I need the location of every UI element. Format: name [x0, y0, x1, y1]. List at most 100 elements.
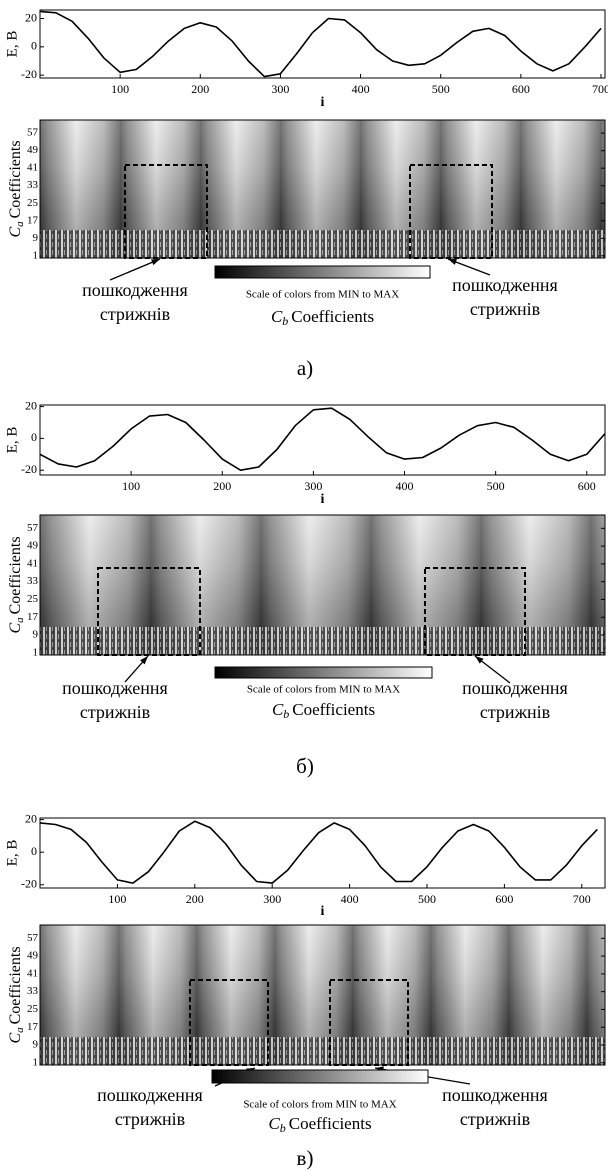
subscript: a [14, 617, 26, 623]
panel-label: в) [297, 1146, 314, 1170]
colorbar-caption: Scale of colors from MIN to MAX [246, 289, 399, 301]
y-tick-label: 33 [27, 179, 39, 191]
x-tick-label: 100 [111, 82, 129, 96]
symbol: C [271, 307, 283, 326]
symbol: C [272, 700, 284, 719]
x-tick-label: 600 [578, 479, 596, 493]
symbol: C [7, 227, 24, 238]
panel-label: а) [297, 356, 313, 380]
heatmap-noise [40, 1037, 605, 1065]
x-axis-label: i [321, 95, 325, 110]
y-tick-label: 25 [27, 593, 39, 605]
signal-line [39, 407, 606, 471]
y-axis-label: E, B [4, 427, 20, 454]
damage-box [189, 979, 269, 1066]
y-tick-label: 9 [33, 1039, 39, 1051]
x-tick-label: 200 [191, 82, 209, 96]
annotation: пошкодження [82, 280, 188, 300]
panel-label: б) [296, 754, 314, 778]
y-axis-label: Ca Coefficients [7, 946, 26, 1043]
y-tick-label: 33 [27, 575, 39, 587]
y-tick-label: 1 [33, 249, 39, 261]
annotation: пошкодження [62, 678, 168, 698]
label: Coefficients [7, 536, 24, 614]
heatmap-frame [39, 514, 606, 656]
symbol: C [268, 1114, 280, 1133]
label: Coefficients [292, 700, 375, 719]
y-tick-label: 57 [27, 932, 39, 944]
subscript: b [282, 314, 288, 328]
x-tick-label: 200 [186, 892, 204, 906]
y-tick-label: 20 [25, 10, 37, 24]
y-tick-label: 17 [27, 214, 39, 226]
symbol: C [7, 1033, 24, 1044]
y-tick-label: 20 [25, 398, 37, 412]
arrow-head [448, 259, 457, 265]
annotation: пошкодження [452, 275, 558, 295]
y-tick-label: 1 [33, 1056, 39, 1068]
arrow-head [475, 656, 484, 664]
y-tick-label: 41 [27, 967, 38, 979]
y-tick-label: 41 [27, 162, 38, 174]
arrow-shaft [109, 258, 161, 281]
annotation: стрижнів [480, 702, 550, 722]
damage-box [329, 979, 409, 1066]
x-tick-label: 400 [352, 82, 370, 96]
x-axis-label: i [321, 904, 325, 919]
colorbar-caption: Scale of colors from MIN to MAX [243, 1099, 396, 1111]
damage-box [424, 567, 526, 656]
x-tick-label: 300 [263, 892, 281, 906]
y-tick-label: 49 [27, 144, 39, 156]
colorbar [214, 666, 433, 679]
colorbar-label: Cb Coefficients [268, 1114, 371, 1135]
y-tick-label: 25 [27, 1003, 39, 1015]
annotation: пошкодження [442, 1085, 548, 1105]
heatmap-frame [39, 119, 606, 259]
y-tick-label: 49 [27, 950, 39, 962]
annotation: стрижнів [460, 1109, 530, 1129]
symbol: C [7, 623, 24, 634]
y-tick-label: 9 [33, 629, 39, 641]
y-tick-label: 25 [27, 197, 39, 209]
plot-frame [39, 817, 606, 889]
annotation: стрижнів [80, 702, 150, 722]
annotation: стрижнів [100, 304, 170, 324]
y-tick-label: 33 [27, 985, 39, 997]
colorbar-caption: Scale of colors from MIN to MAX [247, 684, 400, 696]
x-tick-label: 500 [487, 479, 505, 493]
y-axis-label: E, B [4, 31, 20, 58]
label: Coefficients [291, 307, 374, 326]
y-axis-label: Ca Coefficients [7, 536, 26, 633]
label: Coefficients [289, 1114, 372, 1133]
y-tick-label: 0 [31, 844, 37, 858]
x-tick-label: 300 [271, 82, 289, 96]
y-axis-label: E, B [4, 840, 20, 867]
x-tick-label: 500 [418, 892, 436, 906]
subscript: b [280, 1121, 286, 1135]
x-tick-label: 700 [573, 892, 591, 906]
subscript: a [14, 1027, 26, 1033]
y-tick-label: -20 [21, 876, 37, 890]
damage-box [124, 164, 208, 259]
colorbar-label: Cb Coefficients [272, 700, 375, 721]
heatmap-frame [39, 924, 606, 1066]
heatmap-noise [40, 627, 605, 655]
colorbar-label: Cb Coefficients [271, 307, 374, 328]
y-tick-label: 0 [31, 39, 37, 53]
y-tick-label: 17 [27, 611, 39, 623]
y-tick-label: 1 [33, 646, 39, 658]
x-tick-label: 400 [341, 892, 359, 906]
signal-line [39, 820, 598, 884]
subscript: b [283, 707, 289, 721]
x-tick-label: 100 [122, 479, 140, 493]
y-tick-label: 57 [27, 522, 39, 534]
heatmap-noise [40, 230, 605, 258]
damage-box [97, 567, 201, 656]
plot-frame [39, 404, 606, 476]
subscript: a [14, 221, 26, 227]
damage-box [409, 164, 493, 259]
x-axis-label: i [321, 492, 325, 507]
x-tick-label: 300 [304, 479, 322, 493]
y-tick-label: 57 [27, 127, 39, 139]
